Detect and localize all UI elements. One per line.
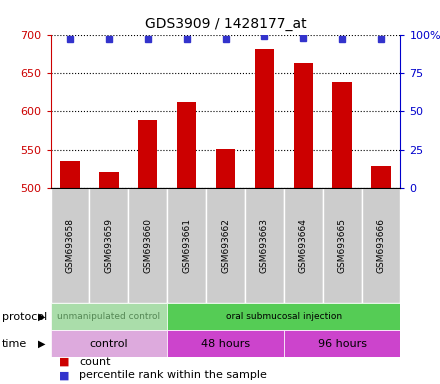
Text: ■: ■ bbox=[59, 370, 70, 380]
Text: ▶: ▶ bbox=[38, 339, 46, 349]
Text: GSM693660: GSM693660 bbox=[143, 218, 152, 273]
Text: GSM693658: GSM693658 bbox=[66, 218, 74, 273]
Bar bbox=[99, 172, 119, 188]
Text: count: count bbox=[79, 357, 111, 367]
Bar bbox=[362, 188, 400, 303]
Text: GSM693665: GSM693665 bbox=[337, 218, 347, 273]
Bar bbox=[245, 188, 284, 303]
Text: GSM693661: GSM693661 bbox=[182, 218, 191, 273]
Bar bbox=[255, 49, 274, 188]
Bar bbox=[51, 303, 167, 330]
Text: GSM693666: GSM693666 bbox=[377, 218, 385, 273]
Bar bbox=[371, 166, 391, 188]
Text: percentile rank within the sample: percentile rank within the sample bbox=[79, 370, 267, 380]
Text: 96 hours: 96 hours bbox=[318, 339, 367, 349]
Bar bbox=[323, 188, 362, 303]
Text: GSM693663: GSM693663 bbox=[260, 218, 269, 273]
Bar bbox=[51, 188, 89, 303]
Text: ■: ■ bbox=[59, 357, 70, 367]
Text: GSM693659: GSM693659 bbox=[104, 218, 114, 273]
Text: unmanipulated control: unmanipulated control bbox=[57, 312, 161, 321]
Text: GSM693662: GSM693662 bbox=[221, 218, 230, 273]
Bar bbox=[128, 188, 167, 303]
Bar bbox=[60, 161, 80, 188]
Text: protocol: protocol bbox=[2, 312, 48, 322]
Bar bbox=[177, 102, 196, 188]
Bar bbox=[167, 330, 284, 357]
Text: time: time bbox=[2, 339, 27, 349]
Bar bbox=[138, 120, 158, 188]
Bar bbox=[167, 303, 400, 330]
Text: ▶: ▶ bbox=[38, 312, 46, 322]
Bar bbox=[167, 188, 206, 303]
Bar bbox=[206, 188, 245, 303]
Bar bbox=[216, 149, 235, 188]
Bar bbox=[284, 330, 400, 357]
Title: GDS3909 / 1428177_at: GDS3909 / 1428177_at bbox=[145, 17, 306, 31]
Bar bbox=[332, 82, 352, 188]
Bar bbox=[284, 188, 323, 303]
Bar bbox=[293, 63, 313, 188]
Bar bbox=[51, 330, 167, 357]
Text: GSM693664: GSM693664 bbox=[299, 218, 308, 273]
Text: 48 hours: 48 hours bbox=[201, 339, 250, 349]
Text: control: control bbox=[90, 339, 128, 349]
Bar bbox=[89, 188, 128, 303]
Text: oral submucosal injection: oral submucosal injection bbox=[226, 312, 342, 321]
